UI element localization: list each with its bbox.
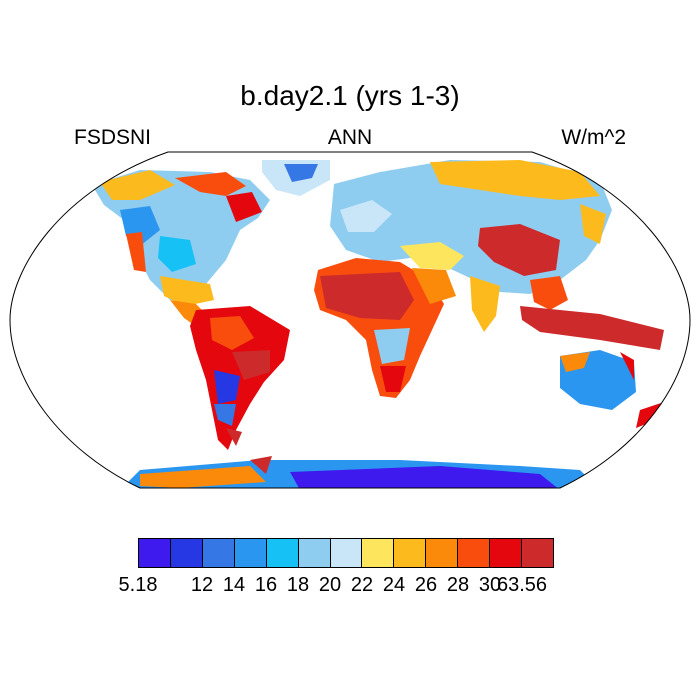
colorbar-swatch: [139, 539, 171, 567]
colorbar-tick-label: 16: [254, 574, 278, 596]
colorbar-swatch: [266, 539, 299, 567]
colorbar-tick-label: 30: [478, 574, 502, 596]
colorbar-swatch: [330, 539, 363, 567]
colorbar-tick-label: 22: [350, 574, 374, 596]
colorbar-tick-label: 20: [318, 574, 342, 596]
field-layer: [92, 160, 664, 488]
map-title: b.day2.1 (yrs 1-3): [240, 80, 460, 111]
colorbar-swatch: [394, 539, 427, 567]
variable-label: FSDSNI: [74, 126, 152, 149]
colorbar-tick-label: 14: [222, 574, 246, 596]
colorbar-tick-label: 28: [446, 574, 470, 596]
colorbar-swatch: [362, 539, 395, 567]
colorbar-tick-label: 26: [414, 574, 438, 596]
colorbar-swatch: [490, 539, 523, 567]
colorbar-swatch: [202, 539, 235, 567]
colorbar: [138, 538, 554, 568]
colorbar-tick-label: 5.18: [118, 574, 158, 596]
colorbar-swatch: [170, 539, 203, 567]
colorbar-swatch: [426, 539, 459, 567]
colorbar-swatch: [522, 539, 553, 567]
colorbar-swatch: [234, 539, 267, 567]
units-label: W/m^2: [561, 126, 626, 149]
colorbar-swatch: [298, 539, 331, 567]
colorbar-tick-label: 18: [286, 574, 310, 596]
season-label: ANN: [327, 126, 373, 149]
colorbar-tick-label: 24: [382, 574, 406, 596]
map-outline: [9, 151, 691, 489]
colorbar-swatch: [458, 539, 491, 567]
colorbar-tick-label: 12: [190, 574, 214, 596]
colorbar-tick-label: 63.56: [496, 574, 548, 596]
